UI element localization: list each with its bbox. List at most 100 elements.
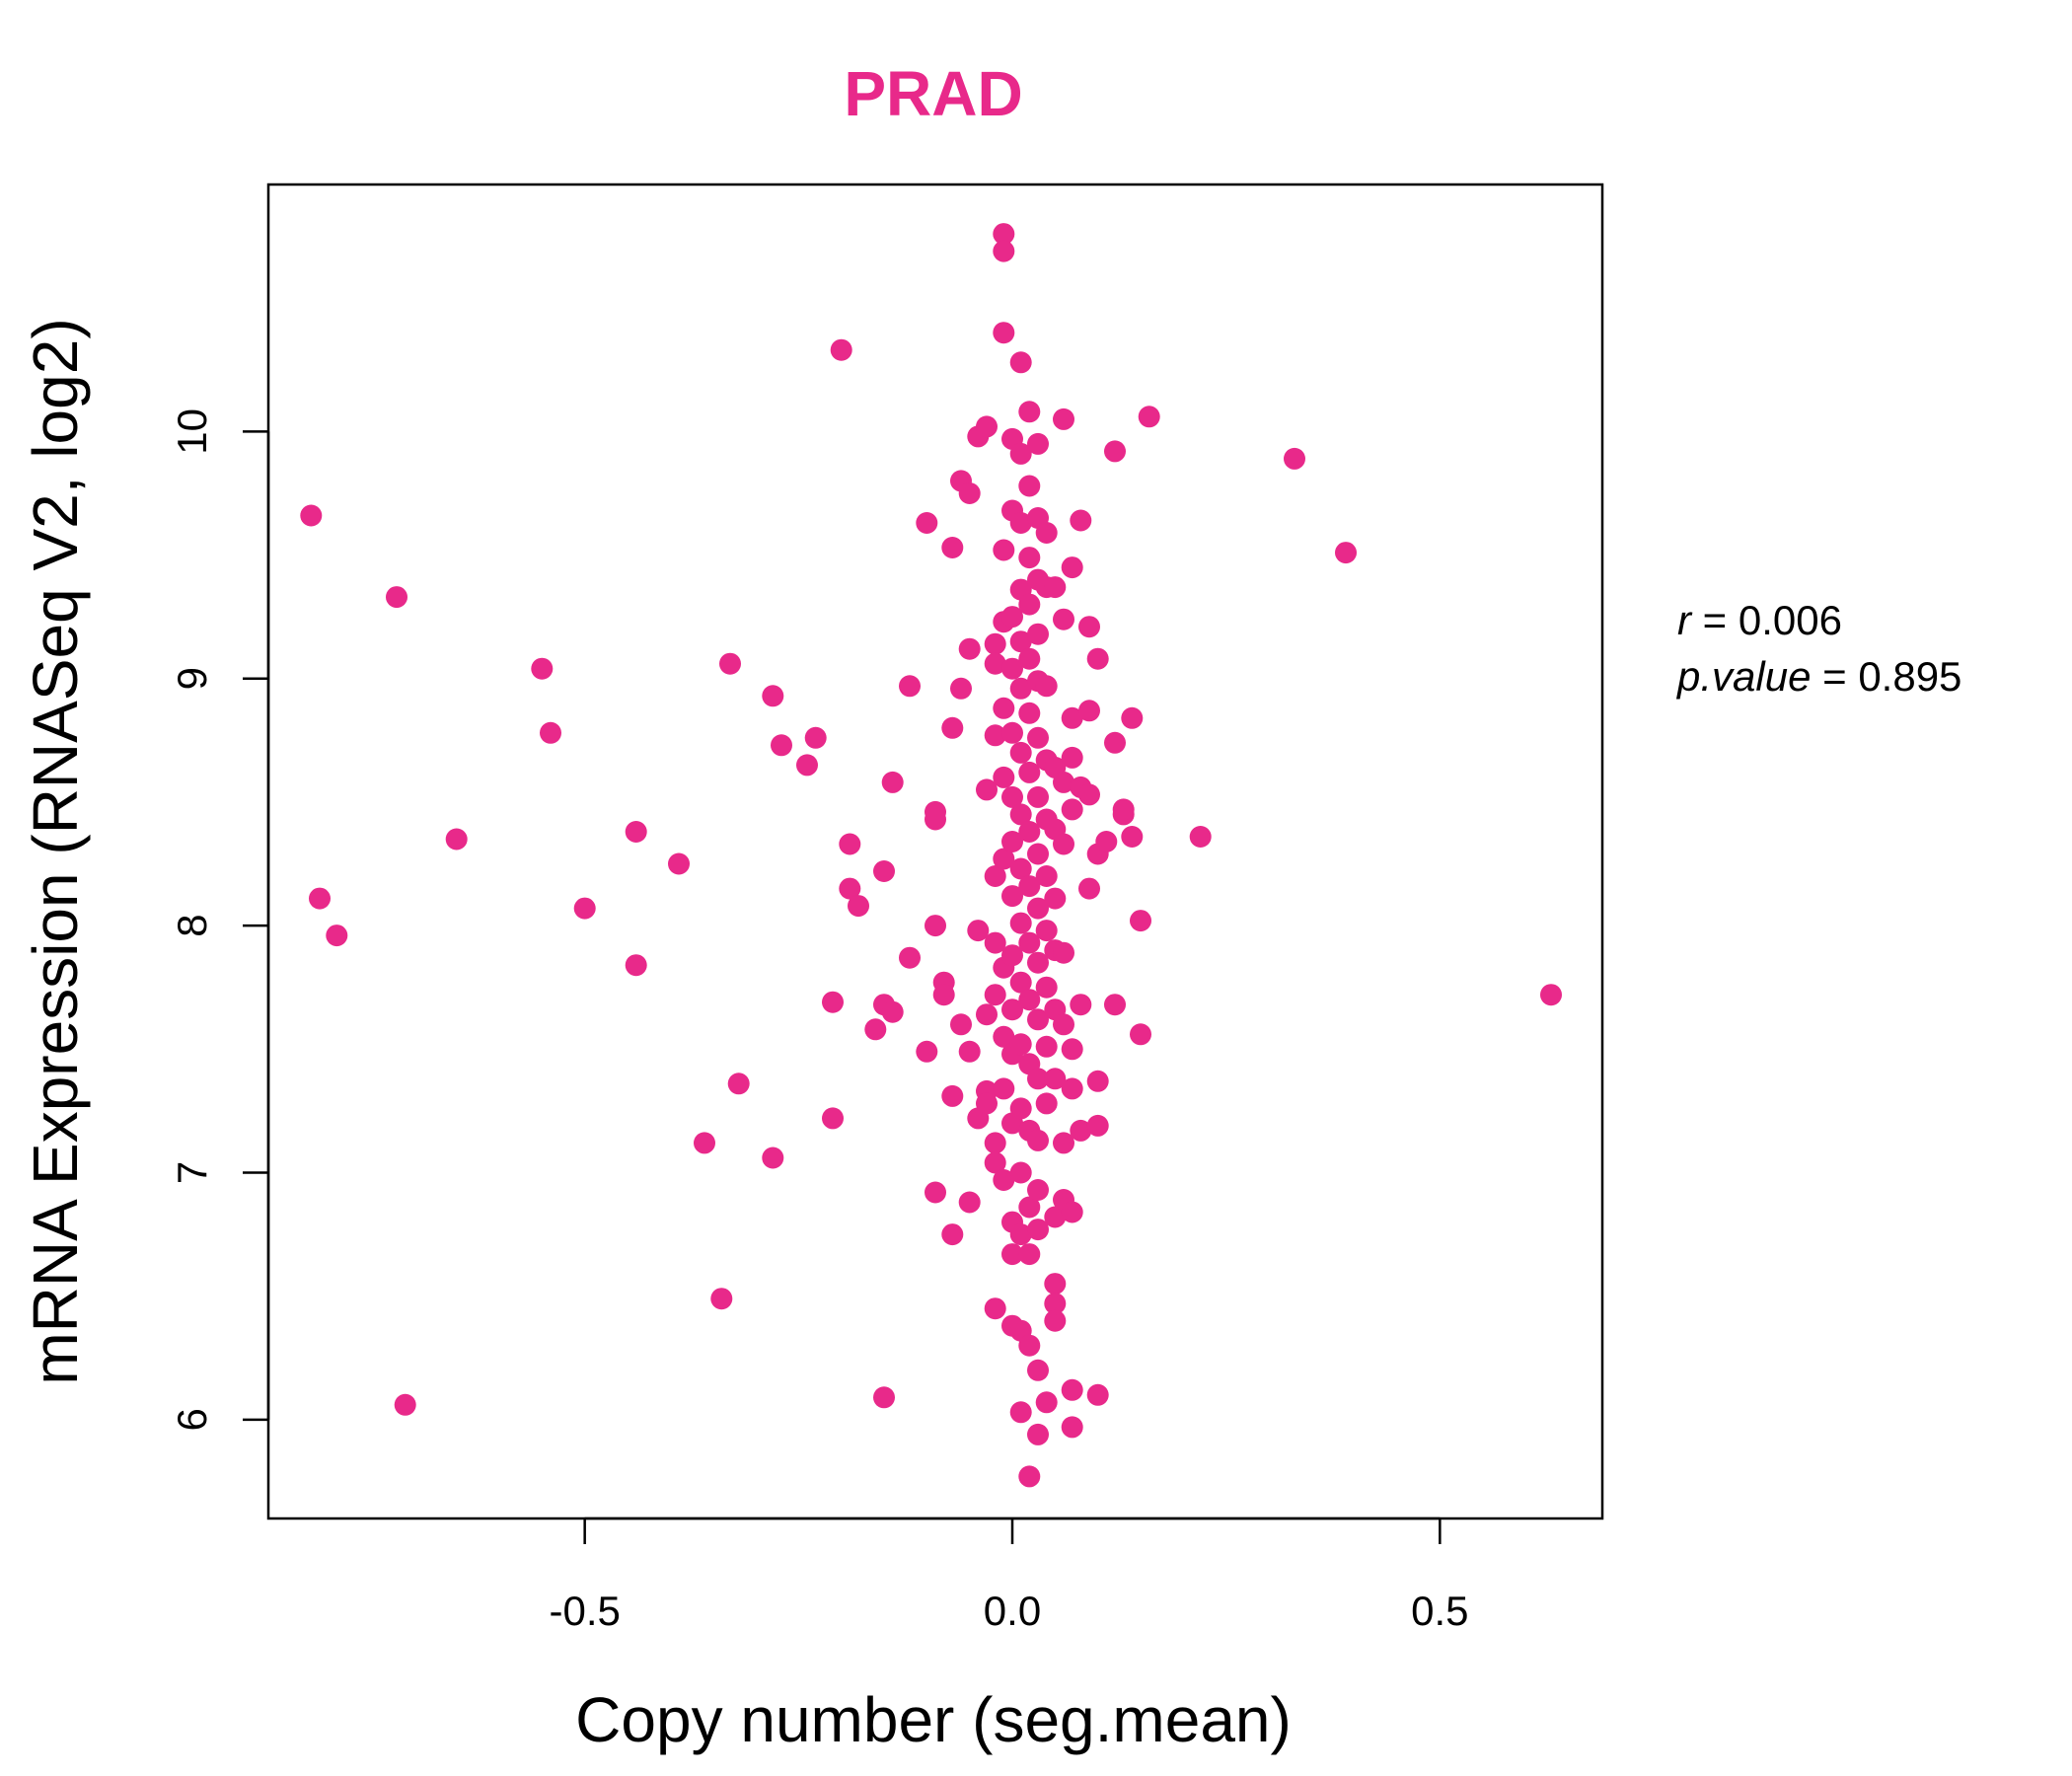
data-point (1044, 1293, 1067, 1315)
data-point (1540, 984, 1562, 1006)
data-point (1009, 442, 1032, 465)
data-point (984, 724, 1006, 747)
data-point (1018, 821, 1041, 843)
data-point (1018, 702, 1041, 724)
data-point (1018, 547, 1041, 569)
data-point (386, 586, 407, 609)
y-tick-label: 8 (169, 914, 215, 936)
data-point (1053, 771, 1074, 793)
data-point (1001, 831, 1023, 852)
data-point (993, 240, 1015, 262)
x-axis: -0.5 0.0 0.5 (549, 1517, 1469, 1634)
data-point (1009, 512, 1032, 534)
data-point (309, 887, 331, 910)
data-point (1104, 440, 1126, 463)
data-point (1027, 897, 1049, 920)
data-point (993, 1077, 1015, 1100)
data-point (1035, 1391, 1058, 1414)
data-point (1027, 1008, 1049, 1031)
data-point (668, 852, 690, 875)
data-point (1009, 1033, 1032, 1056)
data-point (1044, 1068, 1067, 1090)
data-point (984, 1297, 1006, 1320)
y-tick-label: 6 (169, 1408, 215, 1431)
data-point (941, 716, 964, 739)
data-point (984, 1151, 1006, 1174)
data-point (1001, 785, 1023, 808)
data-point (1070, 509, 1092, 532)
data-point (925, 1181, 946, 1204)
data-point (300, 504, 323, 527)
data-point (1035, 1035, 1058, 1058)
data-point (1027, 1068, 1049, 1090)
data-point (1009, 1223, 1032, 1246)
data-point (804, 726, 827, 749)
data-point (1009, 630, 1032, 653)
data-point (1130, 910, 1151, 932)
data-point (830, 338, 852, 361)
pvalue-stats: p.value = 0.895 (1677, 653, 1961, 701)
data-point (925, 808, 946, 831)
data-point (762, 1147, 784, 1169)
data-point (1009, 971, 1032, 994)
data-point (958, 637, 981, 660)
data-point (1078, 877, 1100, 900)
data-point (1001, 606, 1023, 629)
data-point (941, 1084, 964, 1107)
y-axis: 6 7 8 9 10 (169, 408, 270, 1432)
data-point (839, 833, 861, 855)
data-point (1018, 989, 1041, 1011)
data-point (916, 512, 938, 534)
data-point (1027, 1423, 1049, 1445)
data-point (1138, 406, 1160, 428)
data-point (1018, 401, 1041, 423)
data-point (1018, 475, 1041, 497)
data-point (993, 322, 1015, 344)
data-point (864, 1018, 887, 1041)
data-point (984, 931, 1006, 954)
data-point (796, 754, 818, 777)
data-point (873, 860, 895, 882)
data-point (932, 984, 955, 1006)
data-point (1035, 522, 1058, 544)
p-equals: = (1811, 653, 1859, 700)
data-point (1335, 542, 1357, 564)
data-point (993, 697, 1015, 719)
r-equals: = (1691, 597, 1739, 643)
data-point (1053, 1132, 1074, 1154)
data-point (540, 721, 561, 744)
data-point (1061, 746, 1083, 769)
plot-frame (266, 183, 1604, 1520)
data-point (1061, 1416, 1083, 1439)
data-point (976, 1003, 998, 1026)
data-point (1018, 761, 1041, 783)
data-point (873, 1386, 895, 1409)
data-point (1027, 726, 1049, 749)
data-point (993, 539, 1015, 561)
data-point (1035, 1092, 1058, 1115)
data-point (1009, 1097, 1032, 1120)
data-point (1009, 912, 1032, 934)
data-point (941, 537, 964, 558)
r-label: r (1677, 597, 1691, 643)
data-point (1044, 1309, 1067, 1332)
data-point (1009, 677, 1032, 700)
data-point (984, 865, 1006, 887)
data-point (1027, 785, 1049, 808)
data-point (967, 920, 990, 942)
y-axis-label: mRNA Expression (RNASeq V2, log2) (20, 318, 91, 1384)
data-point (625, 821, 647, 843)
x-tick-label: 0.5 (1411, 1588, 1468, 1634)
data-point (1018, 647, 1041, 670)
data-point (1009, 803, 1032, 826)
data-point (976, 415, 998, 438)
data-point (925, 915, 946, 937)
data-point (1027, 1129, 1049, 1151)
data-point (976, 1092, 998, 1115)
data-point (1284, 447, 1305, 470)
data-point (1001, 657, 1023, 680)
r-value: 0.006 (1738, 597, 1842, 643)
data-point (993, 766, 1015, 788)
data-point (1053, 941, 1074, 964)
